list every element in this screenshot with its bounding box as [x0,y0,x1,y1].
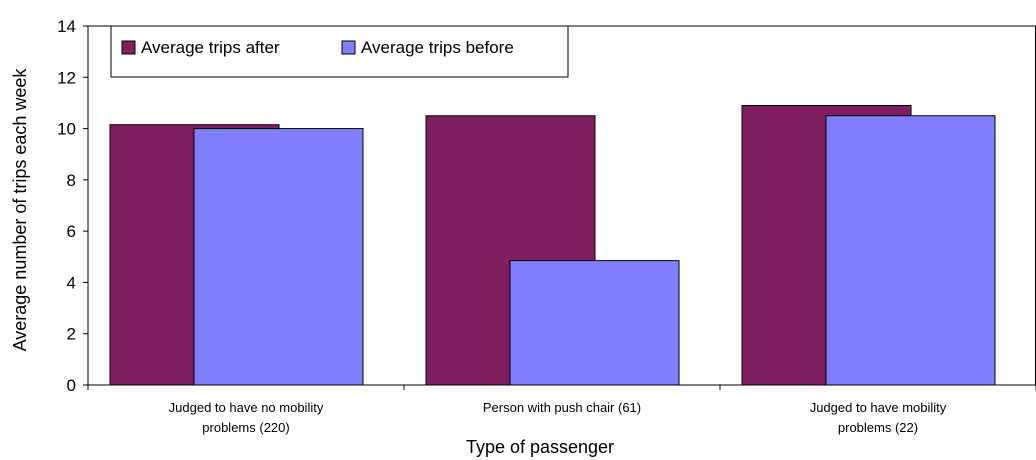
y-tick-label: 4 [67,273,76,292]
y-tick-label: 2 [67,325,76,344]
y-tick-label: 8 [67,171,76,190]
x-axis-title: Type of passenger [466,437,614,457]
legend-label: Average trips after [141,38,280,57]
legend-swatch [121,40,136,55]
legend-box [110,25,569,78]
x-category-label: problems (220) [202,420,289,435]
y-axis-title: Average number of trips each week [10,68,30,352]
legend-swatch [341,40,356,55]
x-category-label: problems (22) [838,420,918,435]
x-category-label: Judged to have no mobility [169,400,324,415]
y-tick-label: 12 [57,68,76,87]
x-category-label: Judged to have mobility [810,400,947,415]
bar-before [509,260,680,386]
bar-before [825,115,996,386]
y-tick-label: 10 [57,120,76,139]
y-tick-label: 0 [67,376,76,395]
x-category-label: Person with push chair (61) [483,400,641,415]
y-tick-label: 14 [57,17,76,36]
y-tick-label: 6 [67,222,76,241]
bar-before [193,128,364,386]
legend-label: Average trips before [361,38,514,57]
